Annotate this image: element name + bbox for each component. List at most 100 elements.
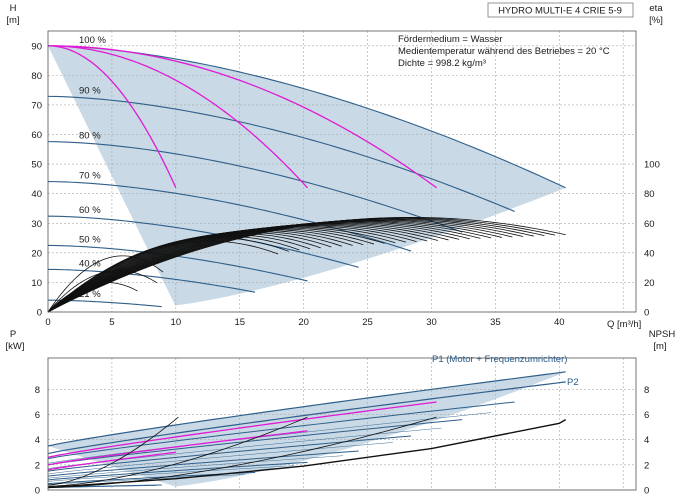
top-axes: 0 5 10 15 20 25 30 35 40 0 10 20 30 40 50 60 70 80 90 0 20 40… xyxy=(31,30,660,328)
head-curve-label: 50 % xyxy=(79,234,101,245)
efficiency-curve xyxy=(47,282,138,313)
x-tick-label: 5 xyxy=(109,317,114,328)
efficiency-curve xyxy=(47,226,407,313)
note-density: Dichte = 998.2 kg/m³ xyxy=(398,58,486,69)
p1-curve xyxy=(47,371,566,447)
power-curve xyxy=(47,450,359,477)
power-tick-label: 8 xyxy=(35,385,40,396)
eta-tick-label: 80 xyxy=(644,189,655,200)
x-tick-label: 0 xyxy=(45,317,50,328)
power-curve xyxy=(47,435,412,472)
efficiency-curve xyxy=(47,270,157,313)
head-tick-label: 50 xyxy=(31,160,42,171)
pump-curve-magenta xyxy=(47,45,437,189)
eta-axis-label: eta xyxy=(649,3,663,14)
top-plot-frame xyxy=(47,30,637,313)
head-curve-40 xyxy=(47,268,256,293)
x-tick-label: 10 xyxy=(171,317,182,328)
power-curve-magenta xyxy=(47,451,176,471)
head-curve-90 xyxy=(47,95,515,212)
head-curve-80 xyxy=(47,141,463,233)
efficiency-curve xyxy=(47,227,385,313)
power-operating-range xyxy=(48,371,566,487)
eta-tick-label: 0 xyxy=(644,308,649,319)
power-curve-secondary xyxy=(47,474,245,485)
pump-curve-magenta xyxy=(47,45,177,189)
chart-title: HYDRO MULTI-E 4 CRIE 5-9 xyxy=(498,6,622,17)
npsh-axis-label: NPSH xyxy=(649,329,676,340)
head-operating-range xyxy=(48,45,566,306)
x-tick-label: 25 xyxy=(362,317,373,328)
head-curve-label: 90 % xyxy=(79,85,101,96)
x-tick-label: 30 xyxy=(426,317,437,328)
head-curve-60 xyxy=(47,215,359,268)
note-medium: Fördermedium = Wasser xyxy=(398,34,502,45)
top-grid xyxy=(47,31,636,313)
power-curve xyxy=(47,419,463,466)
bottom-curves-layer xyxy=(47,371,567,489)
npsh-axis-unit: [m] xyxy=(653,341,666,352)
power-curve-magenta xyxy=(47,430,308,466)
head-curve-label: 21 % xyxy=(79,289,101,300)
head-tick-label: 30 xyxy=(31,219,42,230)
power-curve-secondary xyxy=(47,412,492,464)
head-tick-label: 90 xyxy=(31,41,42,52)
eta-tick-label: 60 xyxy=(644,219,655,230)
power-curve xyxy=(47,461,308,481)
head-curve-label: 80 % xyxy=(79,131,101,142)
x-tick-label: 35 xyxy=(490,317,501,328)
eta-tick-label: 20 xyxy=(644,278,655,289)
head-tick-label: 40 xyxy=(31,189,42,200)
power-curve-magenta xyxy=(47,401,437,458)
head-curve-label: 60 % xyxy=(79,205,101,216)
bottom-axes: 0 2 4 6 8 0 2 4 6 8 xyxy=(35,357,649,497)
power-axis-label: P xyxy=(10,329,16,340)
power-tick-label: 0 xyxy=(35,486,40,497)
bottom-plot-frame xyxy=(47,357,637,491)
bottom-operating-range-layer xyxy=(48,371,566,487)
x-tick-label: 40 xyxy=(554,317,565,328)
head-tick-label: 10 xyxy=(31,278,42,289)
npsh-tick-label: 2 xyxy=(644,460,649,471)
head-curve-label: 40 % xyxy=(79,258,101,269)
head-tick-label: 20 xyxy=(31,248,42,259)
note-temperature: Medientemperatur während des Betriebes =… xyxy=(398,46,610,57)
head-tick-label: 70 xyxy=(31,100,42,111)
head-curve-label: 70 % xyxy=(79,171,101,182)
power-tick-label: 6 xyxy=(35,410,40,421)
power-tick-label: 2 xyxy=(35,460,40,471)
eta-axis-unit: [%] xyxy=(649,15,663,26)
top-curves-layer: 100 % 90 % 80 % 70 % 60 % 50 % 40 % 21 % xyxy=(47,35,566,313)
npsh-tick-label: 8 xyxy=(644,385,649,396)
power-axis-unit: [kW] xyxy=(6,341,25,352)
npsh-tick-label: 6 xyxy=(644,410,649,421)
system-curve xyxy=(47,416,179,486)
head-tick-label: 60 xyxy=(31,130,42,141)
p2-curve xyxy=(47,381,566,455)
head-curve-label: 100 % xyxy=(79,35,106,46)
p1-series-label: P1 (Motor + Frequenzumrichter) xyxy=(432,354,567,365)
head-axis-label: H xyxy=(10,3,17,14)
flow-axis-label: Q [m³/h] xyxy=(607,319,641,330)
pump-curve-magenta xyxy=(47,45,308,189)
head-tick-label: 80 xyxy=(31,71,42,82)
top-operating-range-layer xyxy=(48,45,566,306)
eta-tick-label: 40 xyxy=(644,248,655,259)
title-box xyxy=(487,2,634,18)
power-curve-secondary xyxy=(47,442,393,475)
power-tick-label: 4 xyxy=(35,435,40,446)
p2-series-label: P2 xyxy=(567,377,579,388)
power-curve-secondary xyxy=(47,455,344,479)
eta-tick-label: 100 xyxy=(644,160,660,171)
npsh-tick-label: 0 xyxy=(644,486,649,497)
head-tick-label: 0 xyxy=(37,308,42,319)
npsh-tick-label: 4 xyxy=(644,435,649,446)
npsh-curve xyxy=(47,418,567,489)
power-curve-secondary xyxy=(47,485,157,489)
x-tick-label: 15 xyxy=(234,317,245,328)
system-curve xyxy=(47,416,308,487)
power-curve-secondary xyxy=(47,465,295,482)
x-tick-label: 20 xyxy=(298,317,309,328)
